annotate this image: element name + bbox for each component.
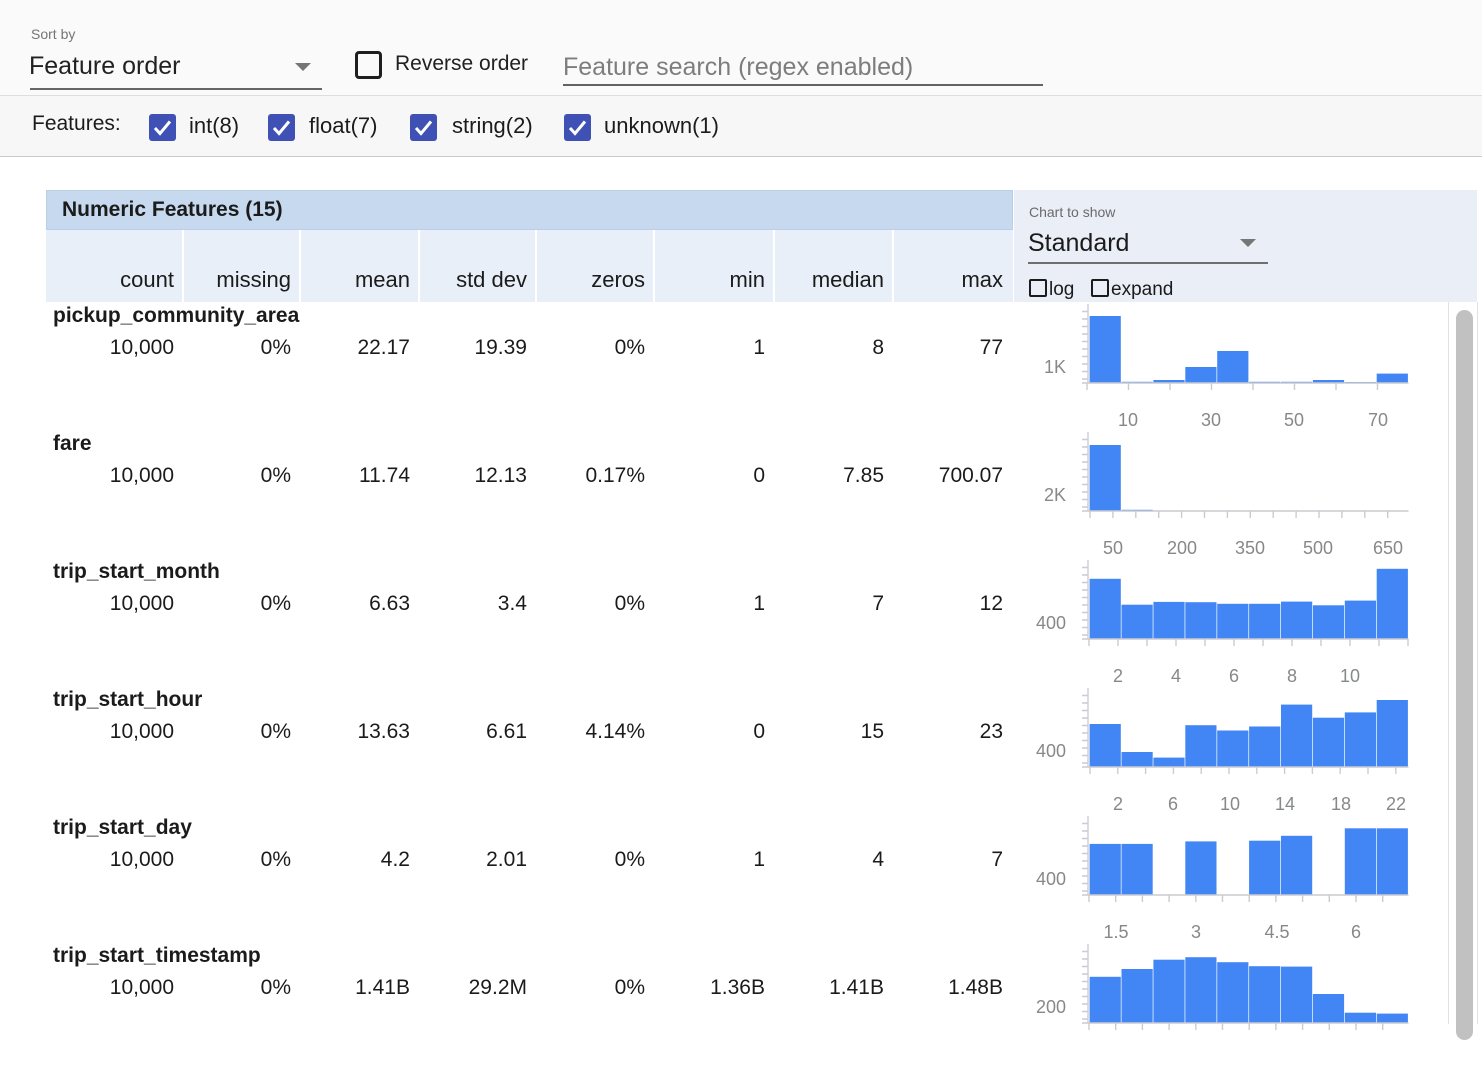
svg-text:6: 6 [1168,794,1178,814]
svg-text:6: 6 [1229,666,1239,686]
svg-text:10: 10 [1118,410,1138,430]
svg-text:10: 10 [1220,794,1240,814]
svg-text:70: 70 [1368,410,1388,430]
svg-text:400: 400 [1036,741,1066,761]
svg-text:4: 4 [1171,666,1181,686]
svg-text:200: 200 [1167,538,1197,558]
svg-text:22: 22 [1386,794,1406,814]
svg-text:1.5: 1.5 [1103,922,1128,942]
svg-text:1K: 1K [1044,357,1066,377]
svg-text:18: 18 [1331,794,1351,814]
svg-text:500: 500 [1303,538,1333,558]
svg-text:650: 650 [1373,538,1403,558]
svg-text:2K: 2K [1044,485,1066,505]
svg-text:400: 400 [1036,613,1066,633]
svg-text:2: 2 [1113,666,1123,686]
svg-text:8: 8 [1287,666,1297,686]
svg-text:30: 30 [1201,410,1221,430]
svg-text:50: 50 [1284,410,1304,430]
svg-text:400: 400 [1036,869,1066,889]
svg-text:14: 14 [1275,794,1295,814]
svg-text:6: 6 [1351,922,1361,942]
svg-text:200: 200 [1036,997,1066,1017]
svg-text:50: 50 [1103,538,1123,558]
svg-text:2: 2 [1113,794,1123,814]
svg-text:10: 10 [1340,666,1360,686]
svg-text:4.5: 4.5 [1264,922,1289,942]
svg-text:3: 3 [1191,922,1201,942]
svg-text:350: 350 [1235,538,1265,558]
